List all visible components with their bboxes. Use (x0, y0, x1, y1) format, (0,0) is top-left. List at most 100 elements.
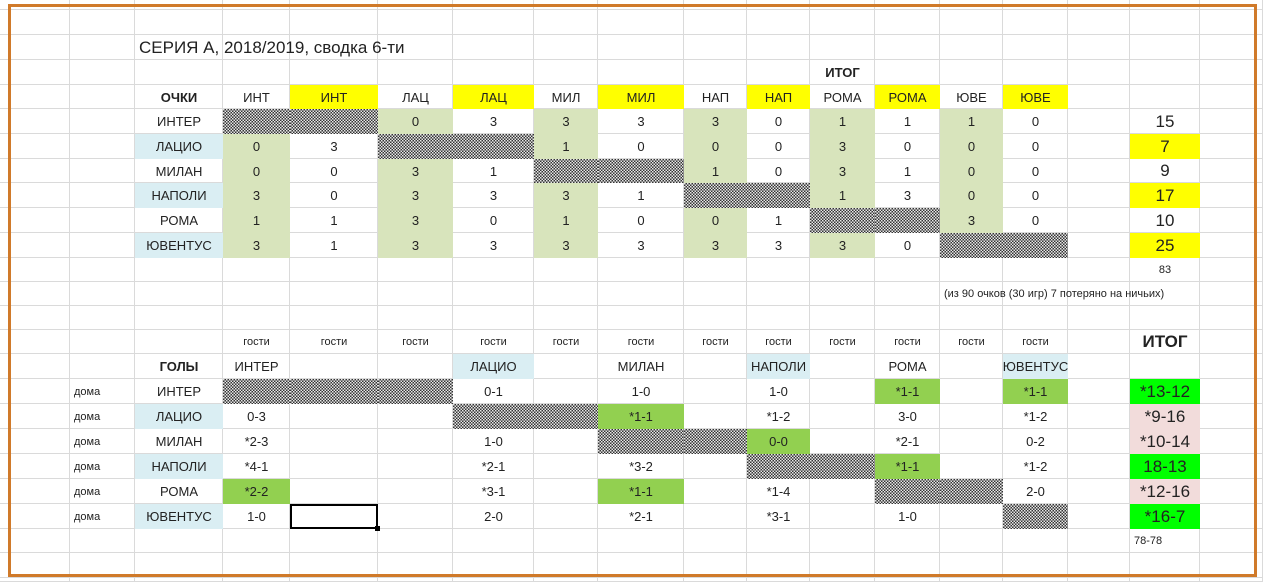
grid-cell[interactable] (70, 282, 135, 306)
grid-cell[interactable] (70, 159, 135, 183)
points-value-cell[interactable]: 0 (903, 139, 912, 154)
grid-cell[interactable] (1068, 429, 1130, 454)
grid-cell[interactable] (534, 282, 598, 306)
grid-cell[interactable] (290, 258, 378, 282)
grid-cell[interactable] (534, 529, 598, 553)
grid-cell[interactable] (290, 306, 378, 330)
grid-cell[interactable] (453, 159, 534, 183)
grid-cell[interactable] (135, 60, 223, 85)
grid-cell[interactable] (223, 282, 290, 306)
grid-cell[interactable] (453, 504, 534, 529)
grid-cell[interactable] (810, 354, 875, 379)
grid-cell[interactable] (0, 454, 70, 479)
goals-score-cell[interactable]: *3-2 (629, 459, 653, 474)
grid-cell[interactable] (747, 35, 810, 60)
points-value-cell[interactable]: 3 (903, 188, 912, 203)
grid-cell[interactable] (684, 0, 747, 10)
grid-cell[interactable] (1130, 35, 1200, 60)
grid-cell[interactable] (70, 60, 135, 85)
grid-cell[interactable] (1068, 159, 1130, 183)
grid-cell[interactable] (223, 454, 290, 479)
grid-cell[interactable] (223, 85, 290, 109)
grid-cell[interactable] (1003, 404, 1068, 429)
grid-cell[interactable] (747, 233, 810, 258)
points-value-cell[interactable]: 3 (223, 183, 290, 208)
grid-cell[interactable] (1003, 35, 1068, 60)
points-value-cell[interactable]: 1 (903, 114, 912, 129)
grid-cell[interactable] (747, 109, 810, 134)
grid-cell[interactable] (290, 553, 378, 578)
grid-cell[interactable] (1130, 159, 1200, 183)
points-value-cell[interactable]: 0 (489, 213, 498, 228)
grid-cell[interactable] (0, 85, 70, 109)
grid-cell[interactable] (810, 60, 875, 85)
grid-cell[interactable] (1200, 553, 1263, 578)
grid-cell[interactable] (598, 258, 684, 282)
grid-cell[interactable] (70, 379, 135, 404)
grid-cell[interactable] (684, 553, 747, 578)
grid-cell[interactable] (1130, 330, 1200, 354)
grid-cell[interactable] (1003, 0, 1068, 10)
grid-cell[interactable] (135, 306, 223, 330)
grid-cell[interactable] (290, 208, 378, 233)
grid-cell[interactable] (684, 504, 747, 529)
grid-cell[interactable] (453, 479, 534, 504)
grid-cell[interactable] (875, 134, 940, 159)
grid-cell[interactable] (684, 454, 747, 479)
grid-cell[interactable] (453, 578, 534, 582)
points-value-cell[interactable]: 0 (903, 238, 912, 253)
goals-score-cell[interactable]: 0-1 (484, 384, 503, 399)
grid-cell[interactable] (223, 258, 290, 282)
points-value-cell[interactable]: 3 (330, 139, 338, 154)
grid-cell[interactable] (598, 208, 684, 233)
points-value-cell[interactable]: 3 (489, 114, 498, 129)
grid-cell[interactable] (747, 10, 810, 35)
grid-cell[interactable] (1003, 159, 1068, 183)
grid-cell[interactable] (1068, 379, 1130, 404)
grid-cell[interactable] (747, 504, 810, 529)
goals-score-cell[interactable]: 0-2 (1026, 434, 1045, 449)
grid-cell[interactable] (875, 183, 940, 208)
points-value-cell[interactable]: 1 (223, 208, 290, 233)
grid-cell[interactable] (1200, 60, 1263, 85)
points-value-cell[interactable]: 3 (223, 233, 290, 258)
grid-cell[interactable] (598, 10, 684, 35)
grid-cell[interactable] (810, 306, 875, 330)
points-value-cell[interactable]: 0 (940, 183, 1003, 208)
grid-cell[interactable] (747, 330, 810, 354)
grid-cell[interactable] (747, 404, 810, 429)
grid-cell[interactable] (534, 0, 598, 10)
grid-cell[interactable] (223, 10, 290, 35)
grid-cell[interactable] (940, 504, 1003, 529)
grid-cell[interactable] (875, 60, 940, 85)
grid-cell[interactable] (290, 282, 378, 306)
grid-cell[interactable] (684, 578, 747, 582)
grid-cell[interactable] (378, 429, 453, 454)
points-value-cell[interactable]: 3 (534, 233, 598, 258)
grid-cell[interactable] (70, 134, 135, 159)
grid-cell[interactable] (875, 0, 940, 10)
grid-cell[interactable] (1200, 85, 1263, 109)
grid-cell[interactable] (940, 429, 1003, 454)
points-value-cell[interactable]: 3 (489, 188, 498, 203)
points-value-cell[interactable]: 0 (1031, 188, 1040, 203)
grid-cell[interactable] (534, 379, 598, 404)
points-value-cell[interactable]: 0 (684, 134, 747, 159)
grid-cell[interactable] (1200, 35, 1263, 60)
grid-cell[interactable] (290, 479, 378, 504)
goals-score-cell[interactable]: 1-0 (898, 509, 917, 524)
goals-score-cell[interactable]: *1-4 (766, 484, 791, 499)
points-value-cell[interactable]: 0 (1031, 163, 1040, 179)
grid-cell[interactable] (684, 60, 747, 85)
grid-cell[interactable] (684, 404, 747, 429)
grid-cell[interactable] (1200, 258, 1263, 282)
grid-cell[interactable] (1130, 0, 1200, 10)
goals-score-cell[interactable]: *1-1 (875, 379, 940, 404)
grid-cell[interactable] (290, 60, 378, 85)
grid-cell[interactable] (875, 306, 940, 330)
grid-cell[interactable] (135, 553, 223, 578)
grid-cell[interactable] (810, 282, 875, 306)
grid-cell[interactable] (0, 159, 70, 183)
grid-cell[interactable] (534, 85, 598, 109)
